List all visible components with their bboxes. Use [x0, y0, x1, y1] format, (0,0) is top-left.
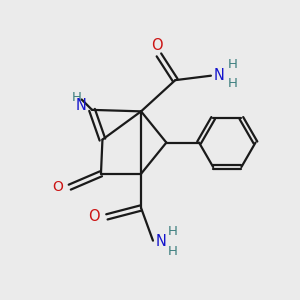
Text: O: O — [52, 180, 63, 194]
Text: H: H — [168, 225, 178, 238]
Text: H: H — [227, 58, 237, 71]
Text: H: H — [168, 244, 178, 258]
Text: O: O — [152, 38, 163, 53]
Text: N: N — [75, 98, 86, 113]
Text: H: H — [72, 91, 82, 104]
Text: O: O — [88, 209, 100, 224]
Text: N: N — [155, 234, 166, 249]
Text: H: H — [227, 76, 237, 90]
Text: N: N — [213, 68, 224, 82]
